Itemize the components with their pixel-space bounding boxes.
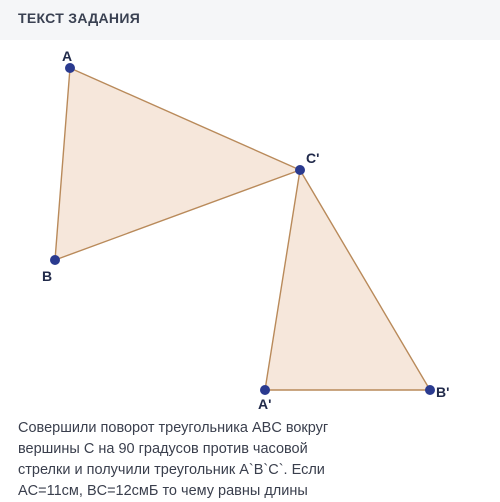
header-band: ТЕКСТ ЗАДАНИЯ bbox=[0, 0, 500, 40]
problem-line: вершины C на 90 градусов против часовой bbox=[18, 439, 482, 460]
problem-line: AC=11см, BC=12смБ то чему равны длины bbox=[18, 481, 482, 502]
problem-line: Совершили поворот треугольника ABC вокру… bbox=[18, 418, 482, 439]
vertex-label: C' bbox=[306, 150, 319, 166]
triangles-svg bbox=[0, 40, 500, 410]
vertex-label: B' bbox=[436, 384, 449, 400]
problem-text: Совершили поворот треугольника ABC вокру… bbox=[0, 410, 500, 502]
vertex-label: B bbox=[42, 268, 52, 284]
geometry-figure: A B C' A' B' bbox=[0, 40, 500, 410]
section-title: ТЕКСТ ЗАДАНИЯ bbox=[18, 10, 482, 26]
vertex-label: A bbox=[62, 48, 72, 64]
vertex-label: A' bbox=[258, 396, 271, 412]
problem-line: стрелки и получили треугольник A`B`C`. Е… bbox=[18, 460, 482, 481]
